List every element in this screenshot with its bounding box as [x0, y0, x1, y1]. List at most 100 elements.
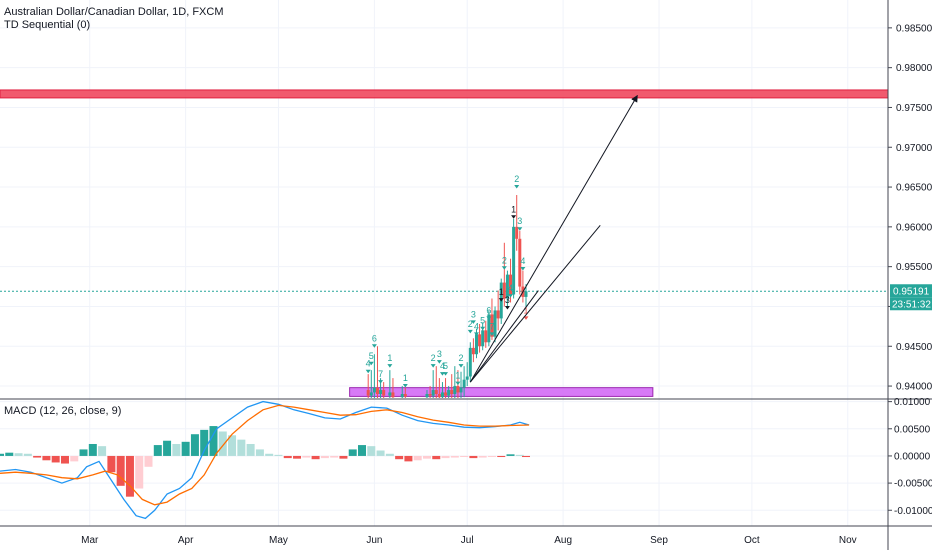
time-tick-label: Oct — [744, 535, 760, 546]
td-count-label: 3 — [505, 295, 510, 305]
time-tick-label: Sep — [650, 535, 668, 546]
td-count-marker — [368, 361, 374, 366]
td-count-marker — [514, 185, 520, 189]
macd-histogram-bar — [116, 455, 125, 486]
macd-histogram-bar — [200, 429, 209, 456]
countdown-badge — [890, 297, 932, 311]
candle-body — [502, 282, 506, 299]
td-count-label: 4 — [520, 256, 525, 266]
candle-body — [515, 226, 519, 239]
td-count-marker — [517, 227, 523, 231]
candle-body — [425, 394, 429, 398]
macd-histogram-bar — [163, 440, 172, 456]
candle-body — [428, 394, 432, 396]
price-zones — [0, 89, 889, 397]
candle-body — [453, 386, 457, 395]
macd-histogram-bar — [181, 441, 190, 456]
td-count-label: 1 — [523, 305, 528, 315]
td-count-marker — [520, 267, 526, 271]
td-count-marker — [443, 372, 449, 376]
macd-histogram-bar — [237, 439, 246, 456]
td-count-label: 4 — [440, 361, 445, 371]
macd-histogram-bar — [218, 431, 227, 456]
td-count-label: 1 — [387, 353, 392, 363]
macd-histogram-bar — [209, 426, 218, 456]
candle-body — [450, 390, 454, 395]
macd-legend[interactable]: MACD (12, 26, close, 9) — [4, 405, 122, 417]
candle-body — [478, 334, 482, 347]
macd-histogram-bar — [497, 455, 506, 458]
trendline — [469, 94, 638, 383]
price-tick-label: 0.98500 — [896, 23, 932, 34]
td-count-marker — [470, 320, 476, 324]
td-count-marker — [430, 364, 436, 368]
symbol-title: Australian Dollar/Canadian Dollar, 1D, F… — [4, 6, 224, 18]
candle-body — [484, 330, 488, 343]
price-tick-label: 0.97500 — [896, 103, 932, 114]
macd-histogram-bar — [172, 443, 181, 456]
macd-histogram-bar — [125, 455, 134, 497]
macd-histogram-bar — [395, 455, 404, 460]
macd-tick-label: 0.01000 — [894, 397, 931, 408]
macd-histogram-bar — [60, 455, 69, 464]
candle-body — [400, 394, 404, 398]
macd-histogram-bar — [135, 455, 144, 489]
td-count-marker — [458, 364, 464, 368]
macd-histogram-bar — [521, 455, 530, 458]
macd-histogram-bar — [441, 455, 450, 459]
td-count-label: 2 — [502, 255, 507, 265]
candle-body — [465, 376, 469, 380]
macd-histogram-bar — [265, 453, 274, 456]
candle-body — [512, 226, 516, 295]
macd-histogram-bar — [413, 455, 422, 461]
candle-body — [431, 390, 435, 396]
td-count-marker — [511, 215, 517, 219]
macd-histogram-bar — [33, 455, 42, 458]
trendline — [469, 290, 539, 383]
macd-histogram-bar — [144, 455, 153, 467]
td-count-label: 1 — [455, 371, 460, 381]
macd-histogram-bar — [255, 449, 264, 456]
trendline — [469, 224, 601, 383]
td-count-label: 5 — [480, 316, 485, 326]
macd-histogram-bar — [487, 455, 496, 457]
macd-histogram-bar — [339, 455, 348, 459]
macd-histogram-bar — [283, 455, 292, 459]
trendlines — [469, 94, 638, 383]
macd-histogram-bar — [153, 445, 162, 456]
macd-histogram-bar — [422, 455, 431, 459]
td-count-label: 3 — [517, 216, 522, 226]
candle-body — [388, 392, 392, 396]
td-count-marker — [504, 306, 510, 310]
candle-body — [459, 387, 463, 393]
td-count-marker — [436, 360, 442, 364]
td-count-marker — [480, 326, 486, 331]
macd-tick-label: -0.01000 — [894, 506, 932, 517]
td-count-marker — [365, 369, 371, 374]
macd-histogram-bar — [469, 455, 478, 459]
td-count-label: 3 — [437, 349, 442, 359]
macd-histogram-bar — [293, 455, 302, 459]
macd-tick-label: 0.00500 — [894, 424, 931, 435]
td-count-label: 6 — [372, 333, 377, 343]
candle-body — [487, 314, 491, 343]
support-zone — [349, 387, 654, 397]
td-sequential-legend[interactable]: TD Sequential (0) — [4, 19, 91, 31]
td-count-marker — [402, 384, 408, 388]
td-count-label: 1 — [403, 373, 408, 383]
candle-body — [471, 347, 475, 355]
candle-body — [366, 390, 370, 396]
td-count-label: 2 — [468, 319, 473, 329]
macd-histogram-bar — [70, 455, 79, 462]
macd-histogram-bar — [5, 452, 14, 456]
candle-body — [496, 310, 500, 319]
td-count-marker — [467, 329, 473, 334]
td-count-label: 5 — [443, 361, 448, 371]
candle-body — [379, 390, 383, 395]
macd-histogram-bar — [376, 450, 385, 456]
td-count-label: 4 — [474, 321, 479, 331]
macd-histogram-bar — [330, 455, 339, 458]
macd-histogram-bar — [107, 455, 116, 473]
candle-body — [490, 314, 494, 337]
